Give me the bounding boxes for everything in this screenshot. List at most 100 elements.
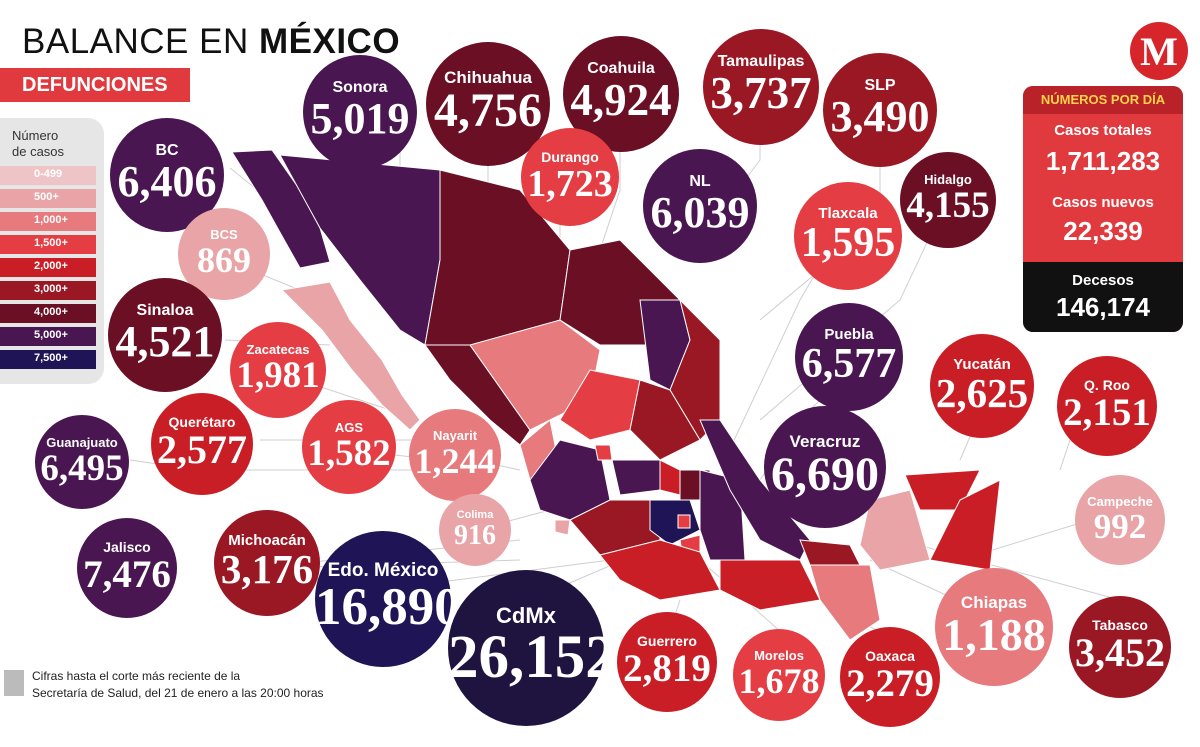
- legend-item: 500+: [0, 189, 96, 208]
- deaths-box: Decesos 146,174: [1023, 262, 1183, 332]
- slp-shape: [629, 379, 701, 461]
- zacatecas-shape: [559, 369, 641, 441]
- state-circle: Guerrero 2,819: [617, 612, 717, 712]
- state-value: 26,152: [448, 624, 616, 691]
- subtitle: DEFUNCIONES: [22, 74, 168, 96]
- edo-mexico-shape: [649, 499, 701, 546]
- state-value: 4,155: [906, 185, 990, 226]
- legend-item-label: 1,000+: [34, 214, 68, 226]
- state-circle: Oaxaca 2,279: [840, 627, 940, 727]
- state-value: 869: [197, 240, 251, 280]
- deaths-value: 146,174: [1056, 292, 1150, 322]
- state-name: Durango: [541, 149, 599, 165]
- logo-letter: M: [1140, 29, 1178, 74]
- footnote-marker: [4, 670, 24, 696]
- state-circle: Chihuahua 4,756: [426, 42, 550, 166]
- state-circle: Sinaloa 4,521: [108, 278, 222, 392]
- state-value: 3,452: [1075, 630, 1165, 675]
- state-name: Yucatán: [953, 356, 1011, 373]
- subtitle-bar: [0, 68, 190, 102]
- state-name: AGS: [334, 420, 364, 435]
- state-circle: Q. Roo 2,151: [1057, 356, 1157, 456]
- legend-item: 5,000+: [0, 327, 96, 346]
- footnote: Cifras hasta el corte más reciente de la…: [32, 669, 324, 700]
- state-name: Colima: [456, 509, 494, 521]
- state-value: 1,723: [527, 163, 613, 205]
- state-circle: Veracruz 6,690: [764, 406, 886, 528]
- legend-item-label: 0-499: [34, 168, 63, 180]
- state-name: Querétaro: [168, 414, 236, 430]
- state-name: Tlaxcala: [818, 205, 878, 222]
- state-name: Morelos: [754, 648, 804, 663]
- baja-california-sur-shape: [280, 281, 421, 431]
- legend-item: 1,000+: [0, 212, 96, 231]
- state-value: 2,819: [623, 647, 711, 690]
- state-circle: Querétaro 2,577: [151, 393, 253, 495]
- state-name: Zacatecas: [246, 342, 310, 357]
- state-circle: Colima 916: [439, 494, 511, 566]
- state-circle: Yucatán 2,625: [930, 334, 1034, 438]
- state-name: Chiapas: [960, 593, 1028, 612]
- state-circle: AGS 1,582: [302, 400, 396, 494]
- state-circle: Campeche 992: [1075, 475, 1165, 565]
- state-name: Veracruz: [789, 432, 861, 451]
- daily-numbers-panel: NÚMEROS POR DÍA Casos totales 1,711,283 …: [1023, 86, 1183, 332]
- state-name: Puebla: [824, 326, 874, 343]
- page-title: BALANCE EN MÉXICO: [22, 22, 401, 61]
- legend-item: 4,000+: [0, 304, 96, 323]
- tabasco-shape: [799, 539, 861, 566]
- guanajuato-shape: [611, 459, 661, 496]
- state-circle: Tabasco 3,452: [1069, 596, 1171, 698]
- state-circle: Guanajuato 6,495: [35, 415, 129, 509]
- state-circle: Sonora 5,019: [303, 55, 417, 169]
- state-circle: NL 6,039: [643, 149, 757, 263]
- state-circle: CdMx 26,152: [448, 570, 616, 726]
- state-value: 6,406: [117, 157, 217, 206]
- state-circle: SLP 3,490: [823, 53, 937, 167]
- state-circle: Puebla 6,577: [795, 303, 903, 411]
- legend-item-label: 7,500+: [34, 352, 68, 364]
- state-shapes: [231, 149, 1001, 641]
- state-value: 6,495: [40, 448, 124, 489]
- state-name: Oaxaca: [865, 648, 915, 664]
- state-name: BCS: [210, 227, 238, 242]
- state-value: 2,279: [846, 662, 934, 705]
- state-circle: Zacatecas 1,981: [230, 322, 326, 418]
- state-value: 992: [1093, 507, 1147, 546]
- state-name: CdMx: [496, 603, 556, 628]
- state-name: Guanajuato: [46, 435, 118, 450]
- new-cases-label: Casos nuevos: [1052, 194, 1154, 211]
- state-circle: Tamaulipas 3,737: [703, 29, 819, 145]
- legend-item: 3,000+: [0, 281, 96, 300]
- state-value: 1,244: [414, 441, 496, 481]
- state-value: 1,188: [942, 609, 1046, 660]
- milenio-logo: M: [1130, 22, 1188, 80]
- state-name: Guerrero: [637, 633, 697, 649]
- state-value: 3,490: [830, 92, 930, 141]
- state-name: Tabasco: [1092, 617, 1148, 633]
- state-circle: Chiapas 1,188: [935, 568, 1053, 686]
- panel-header: NÚMEROS POR DÍA: [1023, 86, 1183, 114]
- total-cases-value: 1,711,283: [1045, 146, 1161, 176]
- panel-heading: NÚMEROS POR DÍA: [1040, 92, 1166, 107]
- deaths-label: Decesos: [1072, 272, 1134, 289]
- state-value: 1,981: [236, 355, 320, 396]
- state-name: Coahuila: [587, 60, 655, 77]
- state-name: SLP: [864, 77, 896, 94]
- state-value: 2,151: [1063, 391, 1151, 434]
- state-name: Sonora: [332, 79, 388, 96]
- state-circle: Edo. México 16,890: [315, 531, 461, 667]
- legend-item: 7,500+: [0, 350, 96, 369]
- state-circle: Jalisco 7,476: [77, 518, 177, 618]
- aguascalientes-shape: [594, 444, 613, 461]
- state-circle: Durango 1,723: [521, 128, 619, 226]
- state-value: 4,521: [115, 317, 215, 366]
- legend-title: Número de casos: [12, 128, 65, 159]
- state-name: Chihuahua: [444, 68, 532, 87]
- state-name: Nayarit: [432, 428, 478, 443]
- legend-item-label: 3,000+: [34, 283, 68, 295]
- state-value: 4,756: [434, 84, 542, 137]
- legend-item-label: 500+: [34, 191, 59, 203]
- state-name: Sinaloa: [136, 302, 194, 319]
